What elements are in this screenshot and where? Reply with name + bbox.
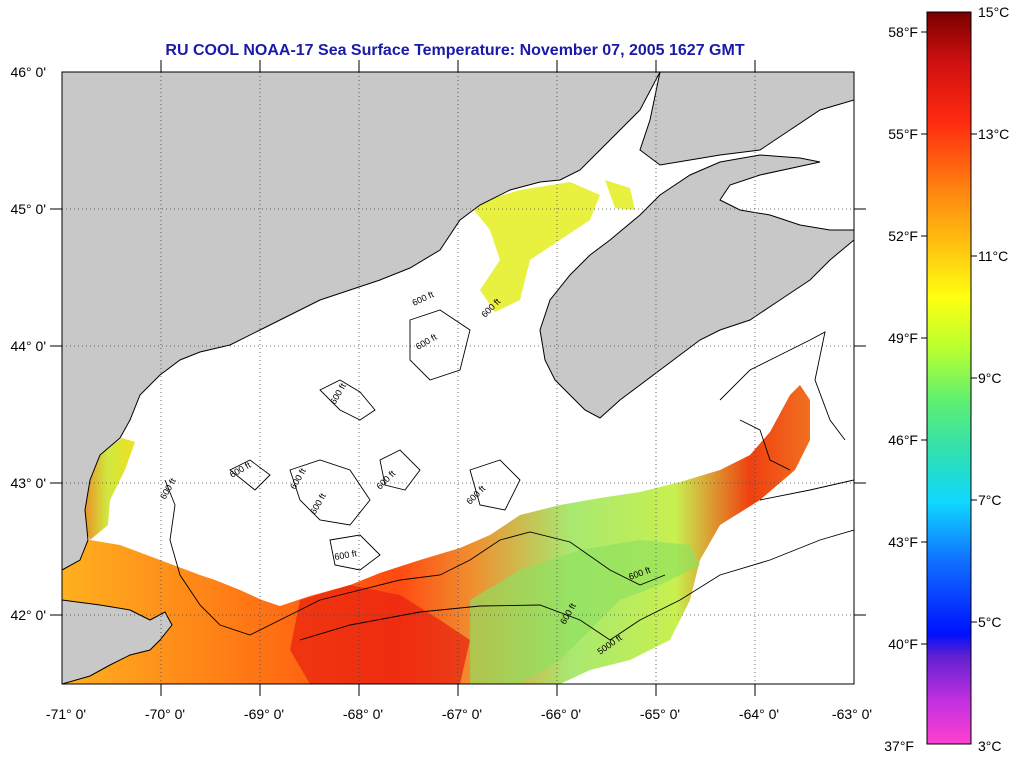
lon-tick-label: -65° 0' <box>640 706 680 722</box>
colorbar-f-label: 58°F <box>888 24 918 40</box>
map-title: RU COOL NOAA-17 Sea Surface Temperature:… <box>165 42 744 59</box>
bathymetry-contours <box>164 309 854 641</box>
longitude-axis: -71° 0' -70° 0' -69° 0' -68° 0' -67° 0' … <box>46 706 872 722</box>
lon-ticks <box>160 60 756 696</box>
lat-ticks <box>50 208 866 616</box>
lat-tick-label: 46° 0' <box>10 64 46 80</box>
lon-tick-label: -63° 0' <box>832 706 872 722</box>
land-mainland <box>62 72 661 571</box>
colorbar-f-label: 40°F <box>888 636 918 652</box>
sst-hot-core <box>290 585 470 684</box>
colorbar-c-label: 7°C <box>978 492 1002 508</box>
colorbar-gradient <box>926 11 972 745</box>
colorbar: 58°F 55°F 52°F 49°F 46°F 43°F 40°F 37°F … <box>884 4 1009 754</box>
colorbar-f-label: 46°F <box>888 432 918 448</box>
sst-cool-patch <box>470 540 700 684</box>
colorbar-c-label: 15°C <box>978 4 1009 20</box>
land-cape-cod <box>62 599 173 684</box>
latitude-axis: 46° 0' 45° 0' 44° 0' 43° 0' 42° 0' <box>10 64 46 623</box>
colorbar-c-label: 13°C <box>978 126 1009 142</box>
sst-fundy-patch <box>470 182 600 312</box>
lon-tick-label: -67° 0' <box>442 706 482 722</box>
colorbar-f-label: 37°F <box>884 738 914 754</box>
sst-field-south <box>62 385 810 684</box>
lat-tick-label: 44° 0' <box>10 338 46 354</box>
lon-tick-label: -69° 0' <box>244 706 284 722</box>
lon-tick-label: -66° 0' <box>541 706 581 722</box>
lon-tick-label: -71° 0' <box>46 706 86 722</box>
lon-tick-label: -64° 0' <box>739 706 779 722</box>
lat-tick-label: 45° 0' <box>10 201 46 217</box>
colorbar-f-label: 43°F <box>888 534 918 550</box>
graticule <box>62 72 854 684</box>
colorbar-c-label: 11°C <box>978 248 1008 264</box>
contour-label: 600 ft <box>334 548 358 562</box>
land-nova-scotia <box>539 72 854 419</box>
colorbar-c-label: 9°C <box>978 370 1002 386</box>
sst-fundy-patch-2 <box>605 180 635 210</box>
colorbar-f-label: 49°F <box>888 330 918 346</box>
colorbar-f-label: 55°F <box>888 126 918 142</box>
sst-coastal-strip <box>80 438 135 540</box>
map-area[interactable]: 600 ft 600 ft 600 ft 600 ft 600 ft 600 f… <box>62 72 854 684</box>
colorbar-c-label: 3°C <box>978 738 1002 754</box>
colorbar-f-label: 52°F <box>888 228 918 244</box>
land-north-east <box>639 72 854 166</box>
lat-tick-label: 43° 0' <box>10 475 46 491</box>
lat-tick-label: 42° 0' <box>10 607 46 623</box>
lon-tick-label: -68° 0' <box>343 706 383 722</box>
colorbar-c-label: 5°C <box>978 614 1002 630</box>
lon-tick-label: -70° 0' <box>145 706 185 722</box>
